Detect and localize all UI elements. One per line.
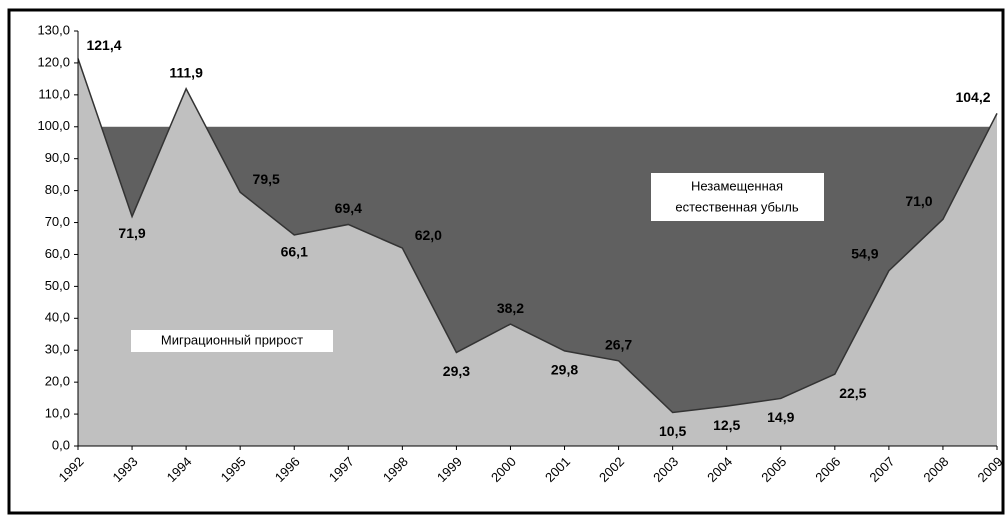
value-label: 69,4 xyxy=(335,200,362,216)
value-label: 29,3 xyxy=(443,363,470,379)
value-label: 29,8 xyxy=(551,362,578,378)
value-label: 62,0 xyxy=(415,227,442,243)
y-tick-label: 100,0 xyxy=(37,118,70,133)
annotation: Миграционный прирост xyxy=(161,332,303,347)
annotation: Незамещенная xyxy=(691,178,783,193)
y-tick-label: 130,0 xyxy=(37,22,70,37)
y-tick-label: 30,0 xyxy=(45,342,70,357)
y-tick-label: 120,0 xyxy=(37,54,70,69)
annotation-box xyxy=(131,330,333,352)
value-label: 71,0 xyxy=(905,193,932,209)
y-tick-label: 20,0 xyxy=(45,374,70,389)
value-label: 10,5 xyxy=(659,423,686,439)
y-tick-label: 80,0 xyxy=(45,182,70,197)
annotation: естественная убыль xyxy=(675,199,798,214)
y-tick-label: 70,0 xyxy=(45,214,70,229)
value-label: 79,5 xyxy=(253,171,280,187)
value-label: 111,9 xyxy=(169,64,203,80)
value-label: 71,9 xyxy=(118,225,145,241)
value-label: 26,7 xyxy=(605,336,632,352)
value-label: 38,2 xyxy=(497,300,524,316)
y-tick-label: 90,0 xyxy=(45,150,70,165)
y-tick-label: 60,0 xyxy=(45,246,70,261)
y-tick-label: 110,0 xyxy=(38,86,70,101)
annotation-box xyxy=(651,173,824,221)
y-tick-label: 40,0 xyxy=(45,310,70,325)
value-label: 54,9 xyxy=(851,245,878,261)
value-label: 22,5 xyxy=(839,385,866,401)
value-label: 121,4 xyxy=(86,37,121,53)
value-label: 12,5 xyxy=(713,417,740,433)
y-tick-label: 10,0 xyxy=(45,406,70,421)
value-label: 14,9 xyxy=(767,409,794,425)
line xyxy=(77,58,998,414)
y-tick-label: 50,0 xyxy=(45,278,70,293)
value-label: 104,2 xyxy=(955,89,990,105)
y-tick-label: 0,0 xyxy=(52,437,70,452)
value-label: 66,1 xyxy=(281,244,308,260)
